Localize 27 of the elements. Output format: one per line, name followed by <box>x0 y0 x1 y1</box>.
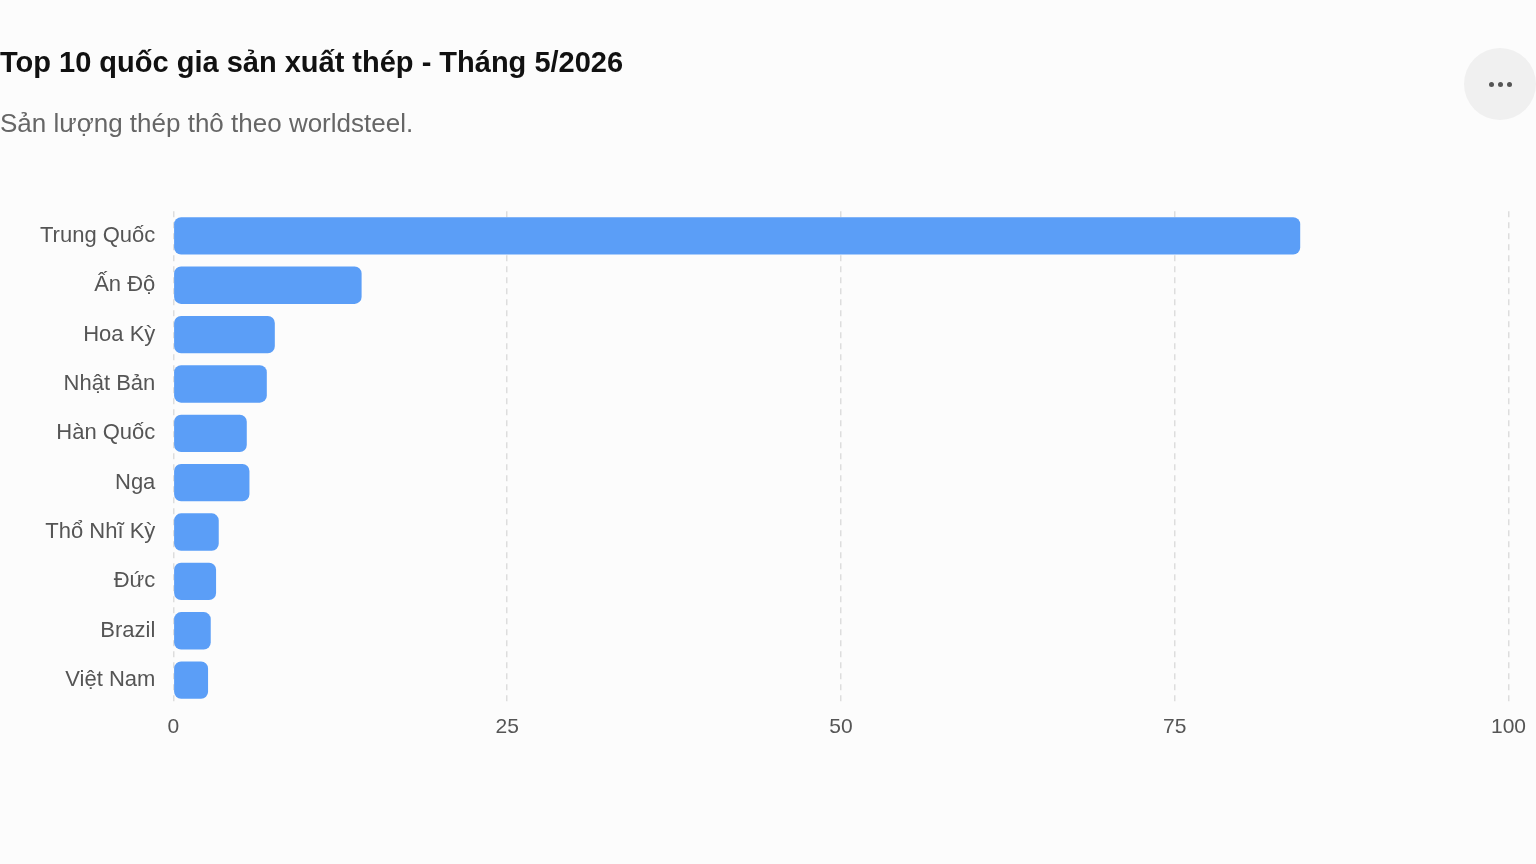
x-tick-label: 0 <box>167 714 180 738</box>
y-tick-label: Brazil <box>100 616 156 642</box>
y-tick-label: Nhật Bản <box>63 370 156 396</box>
bar <box>174 365 267 403</box>
y-tick-label: Nga <box>114 468 157 494</box>
bar <box>174 414 247 452</box>
y-tick-label: Việt Nam <box>65 666 156 692</box>
bar <box>174 464 250 502</box>
bar <box>174 612 211 650</box>
bar <box>174 315 275 354</box>
y-tick-label: Thổ Nhĩ Kỳ <box>45 518 156 544</box>
x-tick-label: 75 <box>1163 714 1187 738</box>
x-tick-label: 25 <box>495 714 519 738</box>
x-tick-label: 50 <box>829 714 853 738</box>
y-tick-label: Hàn Quốc <box>56 419 156 445</box>
y-tick-label: Trung Quốc <box>39 221 156 247</box>
bar <box>174 513 219 551</box>
bar <box>174 562 217 601</box>
chart-subtitle: Sản lượng thép thô theo worldsteel. <box>0 108 414 139</box>
x-tick-label: 100 <box>1490 714 1526 738</box>
bar <box>174 266 362 304</box>
y-tick-label: Đức <box>113 567 156 593</box>
bar <box>174 217 1301 255</box>
y-tick-label: Hoa Kỳ <box>83 320 156 346</box>
bar <box>174 661 209 699</box>
chart-title: Top 10 quốc gia sản xuất thép - Tháng 5/2026 <box>0 46 624 79</box>
y-tick-label: Ấn Độ <box>94 271 156 297</box>
